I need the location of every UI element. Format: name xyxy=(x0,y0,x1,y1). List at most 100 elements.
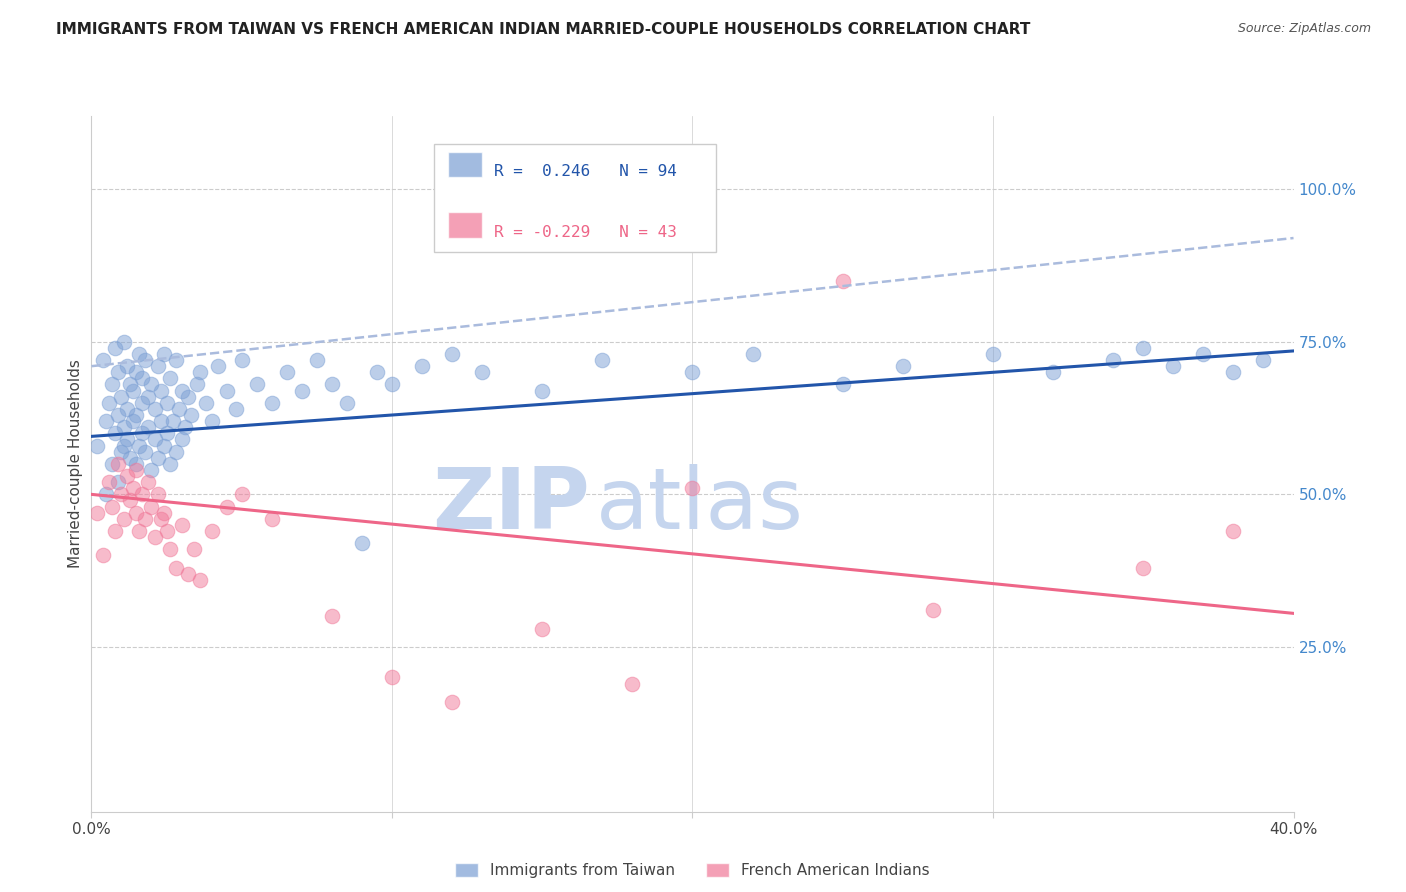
Point xyxy=(831,377,853,392)
Point xyxy=(681,481,703,495)
Point xyxy=(104,341,127,355)
Point xyxy=(120,450,142,465)
Point xyxy=(186,377,208,392)
Point xyxy=(138,390,160,404)
Point xyxy=(366,365,388,379)
Point xyxy=(125,457,148,471)
Point xyxy=(101,457,124,471)
Point xyxy=(176,390,198,404)
Point xyxy=(141,377,163,392)
Point xyxy=(120,377,142,392)
Point xyxy=(225,401,247,416)
Point xyxy=(122,481,145,495)
Point xyxy=(167,401,190,416)
Point xyxy=(134,353,156,368)
Point xyxy=(381,670,404,684)
Point xyxy=(96,414,118,428)
Point xyxy=(891,359,914,374)
Point xyxy=(411,359,433,374)
Point xyxy=(114,438,136,452)
Point xyxy=(131,371,153,385)
Point xyxy=(591,353,613,368)
Point xyxy=(104,426,127,441)
Point xyxy=(117,433,139,447)
Text: R =  0.246   N = 94: R = 0.246 N = 94 xyxy=(494,164,676,179)
Point xyxy=(128,524,150,538)
Point xyxy=(143,433,166,447)
Point xyxy=(117,469,139,483)
Point xyxy=(96,487,118,501)
Point xyxy=(1102,353,1125,368)
Point xyxy=(165,560,187,574)
Point xyxy=(1132,341,1154,355)
Point xyxy=(110,444,132,458)
Point xyxy=(188,573,211,587)
Point xyxy=(134,512,156,526)
Point xyxy=(440,347,463,361)
FancyBboxPatch shape xyxy=(434,144,717,252)
Point xyxy=(86,506,108,520)
Point xyxy=(128,347,150,361)
Point xyxy=(134,444,156,458)
Point xyxy=(165,353,187,368)
Text: Source: ZipAtlas.com: Source: ZipAtlas.com xyxy=(1237,22,1371,36)
Point xyxy=(159,371,181,385)
Point xyxy=(162,414,184,428)
Point xyxy=(104,524,127,538)
Point xyxy=(1253,353,1275,368)
Point xyxy=(215,384,238,398)
Point xyxy=(305,353,328,368)
Point xyxy=(143,401,166,416)
Point xyxy=(1042,365,1064,379)
Point xyxy=(93,549,115,563)
Point xyxy=(152,347,174,361)
Point xyxy=(981,347,1004,361)
Point xyxy=(143,530,166,544)
Point xyxy=(107,475,129,490)
Point xyxy=(120,493,142,508)
Point xyxy=(922,603,945,617)
Point xyxy=(114,512,136,526)
Point xyxy=(138,475,160,490)
Point xyxy=(131,396,153,410)
Y-axis label: Married-couple Households: Married-couple Households xyxy=(67,359,83,568)
Point xyxy=(98,396,121,410)
FancyBboxPatch shape xyxy=(449,212,482,237)
Point xyxy=(98,475,121,490)
Point xyxy=(138,420,160,434)
Point xyxy=(159,542,181,557)
Point xyxy=(681,365,703,379)
Point xyxy=(152,438,174,452)
Text: atlas: atlas xyxy=(596,464,804,547)
Point xyxy=(531,384,554,398)
Point xyxy=(831,274,853,288)
Point xyxy=(146,487,169,501)
Point xyxy=(131,487,153,501)
Point xyxy=(201,414,224,428)
Point xyxy=(381,377,404,392)
Point xyxy=(471,365,494,379)
Point xyxy=(180,408,202,422)
Point xyxy=(141,500,163,514)
Point xyxy=(276,365,298,379)
Point xyxy=(246,377,269,392)
Point xyxy=(531,622,554,636)
Point xyxy=(149,512,172,526)
Point xyxy=(170,517,193,532)
Point xyxy=(152,506,174,520)
Point xyxy=(1132,560,1154,574)
Text: R = -0.229   N = 43: R = -0.229 N = 43 xyxy=(494,225,676,240)
Point xyxy=(149,384,172,398)
Point xyxy=(207,359,229,374)
Text: ZIP: ZIP xyxy=(433,464,591,547)
Point xyxy=(122,384,145,398)
Point xyxy=(336,396,359,410)
Point xyxy=(114,420,136,434)
Point xyxy=(215,500,238,514)
Point xyxy=(183,542,205,557)
Point xyxy=(146,359,169,374)
Point xyxy=(128,438,150,452)
Point xyxy=(321,609,343,624)
Point xyxy=(125,506,148,520)
Point xyxy=(201,524,224,538)
